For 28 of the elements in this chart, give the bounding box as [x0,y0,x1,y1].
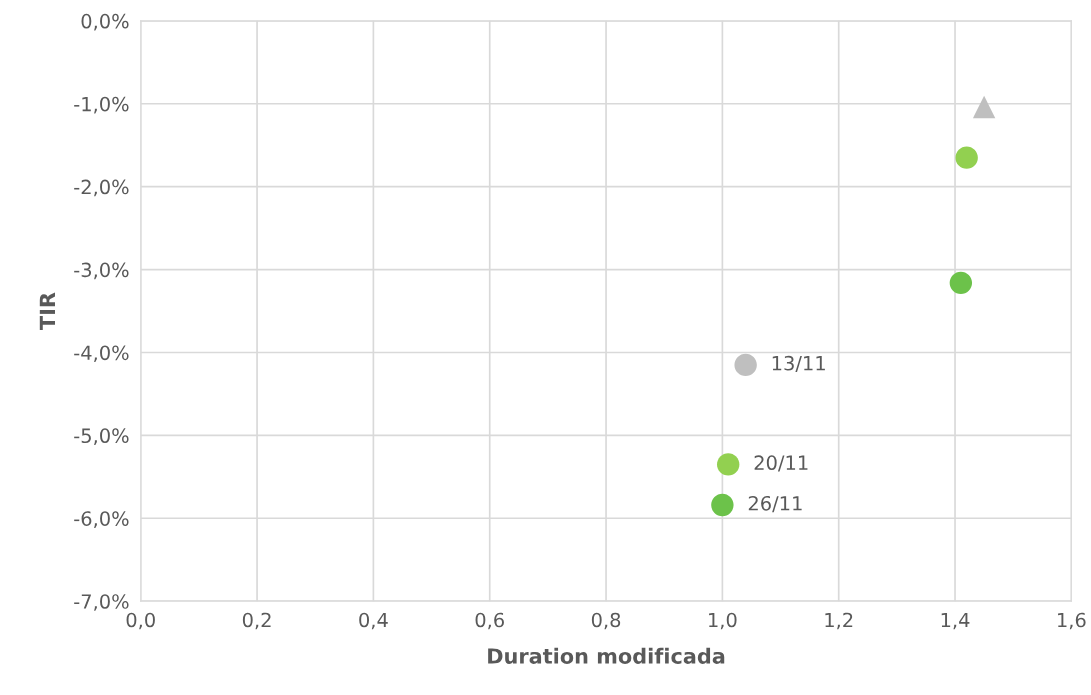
point [711,493,734,517]
y-tick-label: -2,0% [74,179,129,197]
x-tick-label: 1,6 [1058,612,1086,630]
y-tick-label: -7,0% [74,594,129,611]
y-tick-label: -3,0% [74,262,129,280]
y-tick-label: -6,0% [74,511,129,528]
x-tick-label: 0,4 [359,612,388,630]
x-tick-label: 1,4 [941,612,970,630]
y-axis-title: TIR [39,292,55,330]
y-tick-label: 0,0% [81,13,129,31]
y-tick-label: -5,0% [74,428,129,446]
annotation: 26/11 [748,495,802,513]
y-tick-label: -4,0% [74,345,129,363]
x-tick-label: 1,0 [709,612,737,630]
x-tick-label: 0,2 [242,612,271,630]
annotation: 20/11 [754,455,808,472]
point [734,353,757,377]
point [717,453,740,476]
x-tick-label: 1,2 [825,612,853,630]
x-tick-label: 0,6 [475,612,504,630]
annotation: 13/11 [772,355,825,373]
point [972,95,996,119]
point [955,146,978,169]
x-axis-title: Duration modificada [488,647,725,664]
y-tick-label: -1,0% [74,96,129,114]
point [949,271,973,295]
x-tick-label: 0,8 [591,612,621,630]
x-tick-label: 0,0 [126,612,155,630]
